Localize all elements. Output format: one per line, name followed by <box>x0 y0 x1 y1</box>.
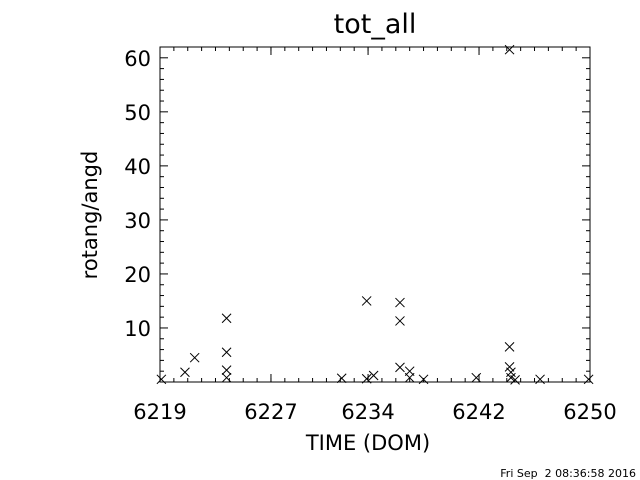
data-point <box>221 365 232 375</box>
y-tick-label: 50 <box>124 101 151 125</box>
data-point <box>189 352 200 363</box>
x-tick-label: 6234 <box>341 400 394 424</box>
x-tick-label: 6250 <box>563 400 616 424</box>
data-point <box>368 370 379 381</box>
y-axis-label: rotang/angd <box>78 151 102 280</box>
data-point <box>336 373 347 384</box>
data-point <box>535 374 545 385</box>
data-point <box>504 44 515 55</box>
y-tick-labels: 10 20 30 40 50 60 <box>124 47 151 341</box>
data-point <box>583 374 594 385</box>
x-tick-label: 6242 <box>452 400 505 424</box>
y-tick-label: 40 <box>124 155 151 179</box>
data-point <box>471 372 482 383</box>
data-points <box>156 44 594 385</box>
plot-frame <box>159 46 591 383</box>
data-point <box>395 316 405 326</box>
y-tick-label: 10 <box>124 317 151 341</box>
data-point <box>361 373 372 384</box>
data-point <box>180 367 190 378</box>
data-point <box>504 342 515 352</box>
data-point <box>221 347 232 358</box>
axis-ticks <box>159 46 591 382</box>
y-tick-label: 60 <box>124 47 151 71</box>
data-point <box>404 372 415 383</box>
data-point <box>418 374 429 385</box>
chart-title: tot_all <box>334 9 417 40</box>
timestamp: Fri Sep 2 08:36:58 2016 <box>500 467 636 480</box>
data-point <box>156 374 167 385</box>
data-point <box>504 362 515 372</box>
data-point <box>395 297 405 308</box>
y-tick-label: 30 <box>124 209 151 233</box>
x-tick-label: 6219 <box>133 400 186 424</box>
data-point <box>221 372 232 383</box>
x-axis-label: TIME (DOM) <box>305 431 430 455</box>
data-point <box>361 296 372 306</box>
data-point <box>221 313 232 324</box>
x-tick-labels: 6219 6227 6234 6242 6250 <box>133 400 616 424</box>
y-tick-label: 20 <box>124 263 151 287</box>
x-tick-label: 6227 <box>244 400 297 424</box>
data-point <box>510 374 520 385</box>
data-point <box>395 362 405 373</box>
